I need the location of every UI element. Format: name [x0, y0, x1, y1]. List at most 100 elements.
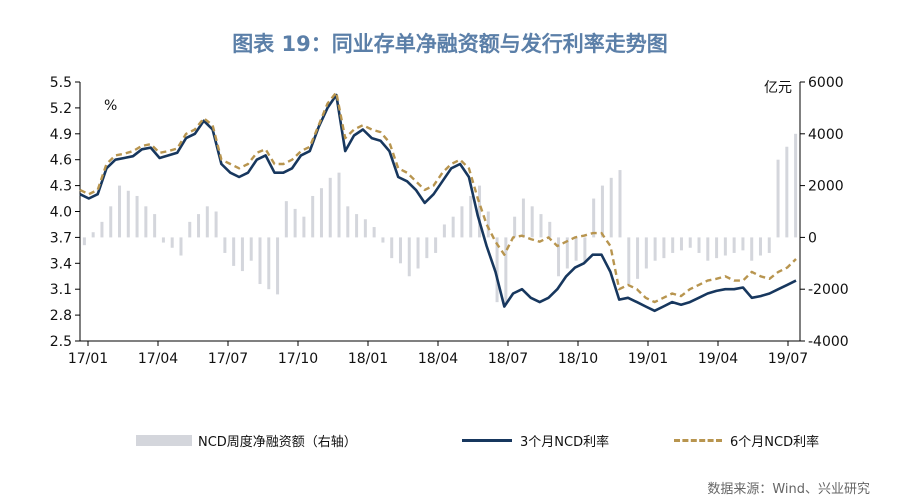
bar-mark	[697, 237, 701, 253]
bar-mark	[662, 237, 666, 259]
bar-mark	[425, 237, 429, 259]
bar-mark	[214, 211, 218, 238]
bar-mark	[161, 237, 165, 243]
bar-mark	[600, 185, 604, 238]
bar-mark	[521, 198, 525, 238]
chart-title: 图表 19：同业存单净融资额与发行利率走势图	[232, 32, 668, 56]
bar-mark	[785, 146, 789, 238]
bar-mark	[592, 198, 596, 238]
bar-mark	[407, 237, 411, 277]
bar-mark	[679, 237, 683, 251]
bar-mark	[223, 237, 227, 253]
bar-mark	[627, 237, 631, 285]
x-tick-label: 19/01	[628, 351, 668, 367]
bar-mark	[653, 237, 657, 261]
bar-mark	[557, 237, 561, 277]
bar-mark	[319, 188, 323, 238]
left-tick-label: 3.4	[50, 256, 72, 272]
bar-mark	[109, 206, 113, 238]
bar-mark	[100, 221, 104, 238]
bar-mark	[741, 237, 745, 251]
bar-mark	[794, 133, 798, 238]
x-tick-label: 18/10	[558, 351, 598, 367]
bar-mark	[135, 195, 139, 238]
legend-6m: 6个月NCD利率	[674, 430, 819, 450]
x-tick-label: 17/01	[68, 351, 108, 367]
bar-mark	[732, 237, 736, 253]
legend-bar: NCD周度净融资额（右轴）	[136, 430, 357, 450]
left-tick-label: 2.5	[50, 334, 72, 350]
bar-mark	[293, 208, 297, 238]
bar-mark	[706, 237, 710, 261]
bar-mark	[170, 237, 174, 248]
bar-mark	[715, 237, 719, 259]
bar-mark	[460, 206, 464, 238]
legend-6m-swatch	[674, 438, 722, 442]
bar-mark	[469, 195, 473, 238]
bar-mark	[758, 237, 762, 256]
bar-mark	[390, 237, 394, 259]
source-note: 数据来源：Wind、兴业研究	[707, 482, 870, 497]
bar-mark	[574, 237, 578, 261]
x-tick-label: 18/01	[348, 351, 388, 367]
left-tick-label: 5.5	[50, 75, 72, 91]
left-axis-unit: %	[104, 98, 117, 114]
bar-mark	[232, 237, 236, 266]
bar-mark	[205, 206, 209, 238]
bar-mark	[355, 214, 359, 238]
bar-mark	[530, 206, 534, 238]
bar-mark	[636, 237, 640, 279]
left-tick-label: 3.1	[50, 282, 72, 298]
legend-6m-label: 6个月NCD利率	[730, 434, 820, 450]
bar-mark	[434, 237, 438, 253]
bar-mark	[723, 237, 727, 256]
bar-mark	[609, 177, 613, 238]
series-3m-line	[79, 93, 797, 313]
bar-mark	[442, 224, 446, 238]
right-tick-label: 6000	[808, 75, 844, 91]
series-6m-line	[79, 91, 797, 304]
bar-mark	[548, 221, 552, 238]
right-axis-unit: 亿元	[764, 80, 792, 96]
bar-mark	[337, 172, 341, 238]
legend-bar-label: NCD周度净融资额（右轴）	[198, 434, 357, 450]
bar-mark	[583, 237, 587, 264]
right-tick-label: 0	[808, 230, 817, 246]
bar-mark	[363, 219, 367, 238]
bar-mark	[565, 237, 569, 269]
bar-mark	[188, 221, 192, 238]
bar-mark	[249, 237, 253, 261]
bar-mark	[311, 195, 315, 238]
bar-mark	[767, 237, 771, 253]
bar-mark	[644, 237, 648, 269]
legend-bar-swatch	[136, 434, 192, 446]
bar-mark	[750, 237, 754, 261]
bar-mark	[539, 214, 543, 238]
bar-mark	[91, 232, 95, 238]
bar-mark	[504, 237, 508, 305]
left-tick-label: 2.8	[50, 308, 72, 324]
left-tick-label: 4.6	[50, 153, 72, 169]
right-tick-label: -2000	[808, 282, 849, 298]
right-tick-label: 2000	[808, 179, 844, 195]
left-tick-label: 4.3	[50, 179, 72, 195]
bar-mark	[82, 237, 86, 246]
bar-mark	[372, 227, 376, 238]
x-tick-label: 19/07	[768, 351, 808, 367]
x-tick-label: 18/04	[418, 351, 458, 367]
x-tick-label: 17/07	[208, 351, 248, 367]
bar-mark	[495, 237, 499, 303]
bar-mark	[118, 185, 122, 238]
left-tick-label: 5.2	[50, 101, 72, 117]
bar-mark	[302, 216, 306, 238]
bar-mark	[671, 237, 675, 253]
legend-3m-swatch	[462, 438, 512, 442]
bar-mark	[398, 237, 402, 264]
x-tick-label: 17/10	[278, 351, 318, 367]
bar-mark	[258, 237, 262, 285]
legend-3m: 3个月NCD利率	[462, 430, 609, 450]
bar-mark	[346, 206, 350, 238]
bar-mark	[416, 237, 420, 269]
bar-mark	[240, 237, 244, 272]
x-tick-label: 18/07	[488, 351, 528, 367]
